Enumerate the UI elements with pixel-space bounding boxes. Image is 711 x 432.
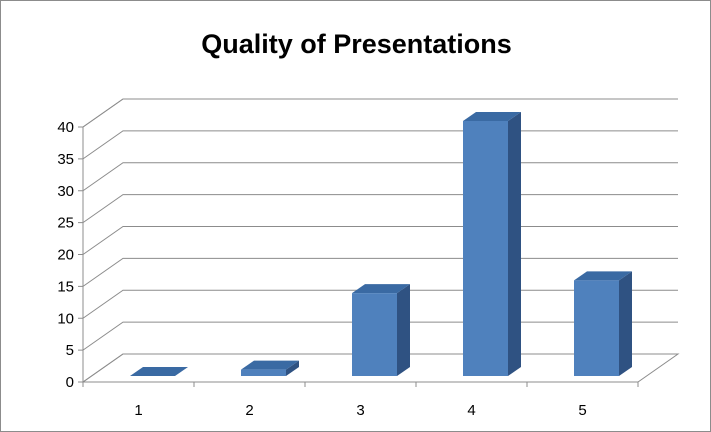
y-axis: 0 5 10 15 20 25 30 35 40 xyxy=(57,119,83,391)
y-tick-label: 5 xyxy=(66,342,74,359)
bar-top xyxy=(463,112,521,121)
bar-top xyxy=(352,284,410,294)
bar xyxy=(130,367,188,376)
x-tick-label: 4 xyxy=(467,402,475,419)
bar xyxy=(352,284,410,376)
x-tick-label: 3 xyxy=(356,402,364,419)
y-tick-label: 25 xyxy=(57,215,74,232)
bar-front xyxy=(574,280,619,376)
x-tick-label: 2 xyxy=(245,402,253,419)
x-axis: 1 2 3 4 5 xyxy=(82,381,639,419)
y-tick-label: 0 xyxy=(66,374,74,391)
bar xyxy=(463,112,521,376)
bar xyxy=(574,271,632,376)
bar-top xyxy=(130,367,188,376)
x-tick-label: 5 xyxy=(578,402,586,419)
y-tick-label: 20 xyxy=(57,247,74,264)
y-tick-label: 35 xyxy=(57,151,74,168)
bar-top xyxy=(574,271,632,281)
gridline xyxy=(82,130,678,160)
bar-front xyxy=(241,369,286,376)
gridline xyxy=(82,194,678,224)
x-tick-label: 1 xyxy=(134,402,142,419)
bar-side xyxy=(286,360,299,376)
gridline xyxy=(82,98,678,128)
y-tick-label: 10 xyxy=(57,310,74,327)
chart-title: Quality of Presentations xyxy=(201,29,512,59)
y-tick-label: 40 xyxy=(57,119,74,136)
bar-side xyxy=(508,112,521,376)
bars xyxy=(130,112,632,376)
bar-top xyxy=(241,360,299,370)
bar-front xyxy=(352,293,397,376)
gridline xyxy=(82,162,678,192)
y-tick-label: 15 xyxy=(57,278,74,295)
gridline xyxy=(82,226,678,255)
bar-front xyxy=(463,121,508,376)
bar xyxy=(241,360,299,376)
bar-side xyxy=(619,271,632,376)
bar-side xyxy=(397,284,410,376)
y-tick-label: 30 xyxy=(57,183,74,200)
